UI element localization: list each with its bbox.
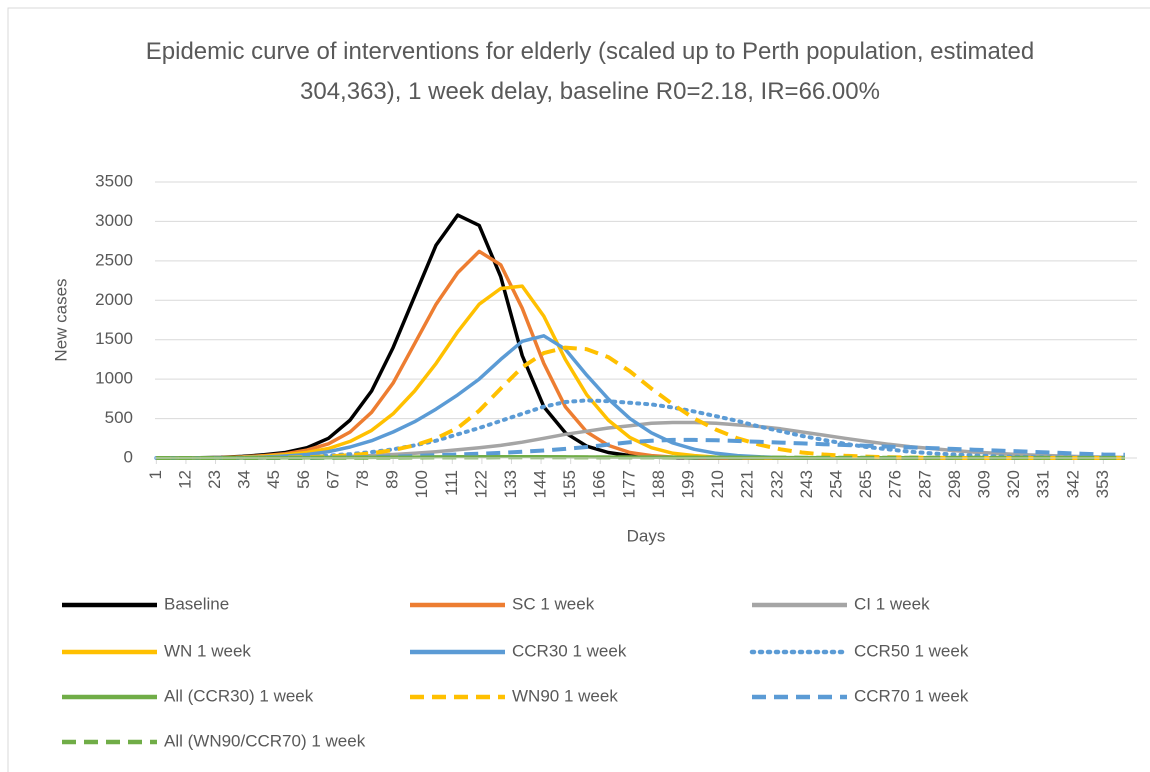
legend-label: All (WN90/CCR70) 1 week <box>164 731 366 750</box>
y-tick-label: 0 <box>124 447 133 466</box>
legend-label: WN 1 week <box>164 641 251 660</box>
x-tick-label: 111 <box>442 470 461 496</box>
x-tick-label: 188 <box>649 470 668 498</box>
legend-label: CI 1 week <box>854 594 930 613</box>
x-axis-title: Days <box>627 526 666 545</box>
x-tick-label: 232 <box>767 470 786 498</box>
x-tick-label: 122 <box>471 470 490 498</box>
x-tick-label: 177 <box>619 470 638 498</box>
x-tick-label: 155 <box>560 470 579 498</box>
legend-label: Baseline <box>164 594 229 613</box>
x-tick-label: 309 <box>974 470 993 498</box>
y-tick-label: 3000 <box>95 211 133 230</box>
x-tick-label: 353 <box>1093 470 1112 498</box>
x-tick-label: 254 <box>827 470 846 498</box>
x-tick-label: 276 <box>886 470 905 498</box>
x-tick-label: 298 <box>945 470 964 498</box>
x-tick-label: 12 <box>175 470 194 489</box>
x-tick-label: 23 <box>205 470 224 489</box>
legend-label: CCR30 1 week <box>512 641 627 660</box>
y-tick-label: 2500 <box>95 250 133 269</box>
y-tick-label: 1500 <box>95 329 133 348</box>
chart-title: Epidemic curve of interventions for elde… <box>145 38 1035 105</box>
x-tick-label: 133 <box>501 470 520 498</box>
x-tick-label: 265 <box>856 470 875 498</box>
x-tick-label: 56 <box>294 470 313 489</box>
x-tick-label: 199 <box>679 470 698 498</box>
x-tick-label: 342 <box>1063 470 1082 498</box>
legend-label: SC 1 week <box>512 594 595 613</box>
x-tick-label: 221 <box>738 470 757 498</box>
legend-label: CCR70 1 week <box>854 686 969 705</box>
y-tick-label: 1000 <box>95 369 133 388</box>
x-tick-label: 45 <box>264 470 283 489</box>
y-tick-label: 500 <box>105 408 133 427</box>
x-tick-label: 144 <box>531 470 550 498</box>
y-tick-label: 2000 <box>95 290 133 309</box>
legend-label: WN90 1 week <box>512 686 618 705</box>
x-tick-label: 166 <box>590 470 609 498</box>
x-tick-label: 34 <box>235 470 254 489</box>
x-tick-label: 287 <box>915 470 934 498</box>
legend-label: CCR50 1 week <box>854 641 969 660</box>
x-tick-label: 331 <box>1034 470 1053 498</box>
series-line <box>156 213 1125 460</box>
x-tick-label: 100 <box>412 470 431 498</box>
y-axis-title: New cases <box>51 278 70 361</box>
x-tick-label: 320 <box>1004 470 1023 498</box>
x-tick-label: 210 <box>708 470 727 498</box>
series-line <box>156 284 1125 460</box>
chart-border <box>7 7 1150 772</box>
x-tick-label: 89 <box>383 470 402 489</box>
x-tick-label: 78 <box>353 470 372 489</box>
legend-label: All (CCR30) 1 week <box>164 686 314 705</box>
x-tick-label: 1 <box>146 470 165 479</box>
x-tick-label: 243 <box>797 470 816 498</box>
x-tick-label: 67 <box>323 470 342 489</box>
y-tick-label: 3500 <box>95 171 133 190</box>
